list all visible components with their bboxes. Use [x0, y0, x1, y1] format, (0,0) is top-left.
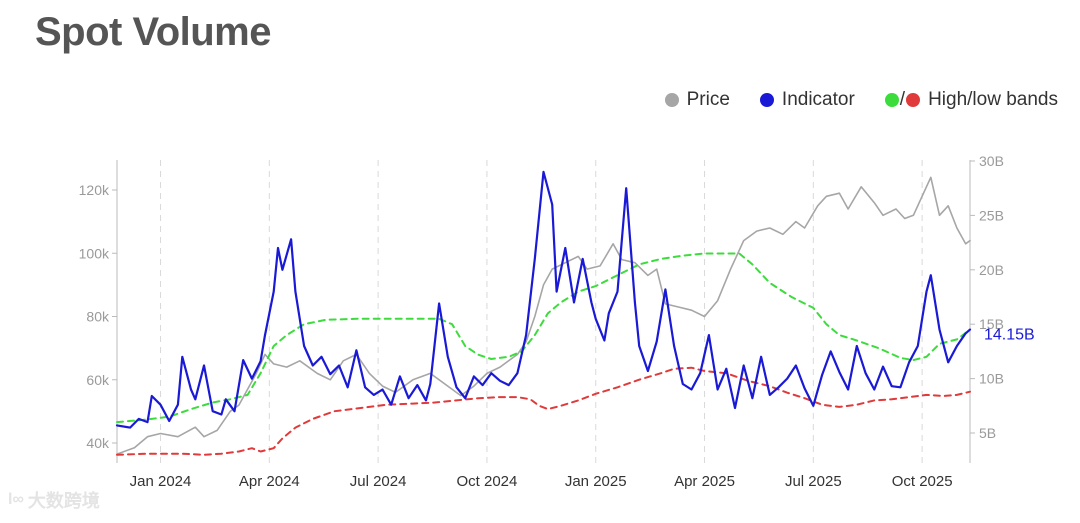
- legend-dot-low-band: [906, 93, 921, 107]
- x-tick-label: Jul 2024: [350, 473, 407, 490]
- left-tick-label: 40k: [86, 435, 110, 451]
- x-tick-label: Jan 2025: [565, 473, 627, 490]
- legend-label-bands: High/low bands: [928, 89, 1058, 110]
- right-tick-label: 20B: [979, 262, 1004, 278]
- left-tick-label: 60k: [86, 372, 110, 388]
- legend-dot-price: [664, 93, 679, 107]
- x-tick-label: Jul 2025: [785, 473, 842, 490]
- chart-legend: Price Indicator / High/low bands: [635, 89, 1058, 111]
- watermark-text: 大数跨境: [27, 491, 100, 511]
- watermark-logo-icon: l∞: [8, 491, 24, 508]
- x-tick-label: Oct 2024: [456, 473, 517, 490]
- legend-label-indicator: Indicator: [781, 89, 855, 110]
- legend-label-price: Price: [686, 89, 730, 110]
- watermark: l∞ 大数跨境: [8, 487, 100, 513]
- left-tick-label: 80k: [86, 309, 110, 325]
- legend-dot-high-band: [884, 93, 899, 107]
- legend-item-price[interactable]: Price: [664, 89, 730, 111]
- x-tick-label: Oct 2025: [892, 473, 953, 490]
- price-series-line: [116, 176, 971, 455]
- x-tick-label: Apr 2024: [239, 473, 300, 490]
- right-tick-label: 10B: [979, 371, 1004, 387]
- x-tick-label: Jan 2024: [130, 473, 192, 490]
- legend-dot-indicator: [759, 93, 774, 107]
- left-tick-label: 120k: [79, 182, 110, 198]
- chart-title: Spot Volume: [35, 10, 271, 54]
- right-tick-label: 25B: [979, 207, 1004, 223]
- high-band-line: [116, 252, 971, 424]
- legend-item-indicator[interactable]: Indicator: [759, 89, 855, 111]
- indicator-last-value-label: 14.15B: [984, 326, 1035, 343]
- right-tick-label: 30B: [979, 153, 1004, 169]
- low-band-line: [116, 366, 971, 456]
- left-tick-label: 100k: [79, 245, 110, 261]
- legend-item-bands[interactable]: / High/low bands: [884, 89, 1058, 111]
- indicator-series-line: [115, 170, 972, 429]
- right-tick-label: 15B: [979, 316, 1004, 332]
- legend-slash: /: [899, 89, 906, 110]
- x-tick-label: Apr 2025: [674, 473, 735, 490]
- right-tick-label: 5B: [979, 425, 996, 441]
